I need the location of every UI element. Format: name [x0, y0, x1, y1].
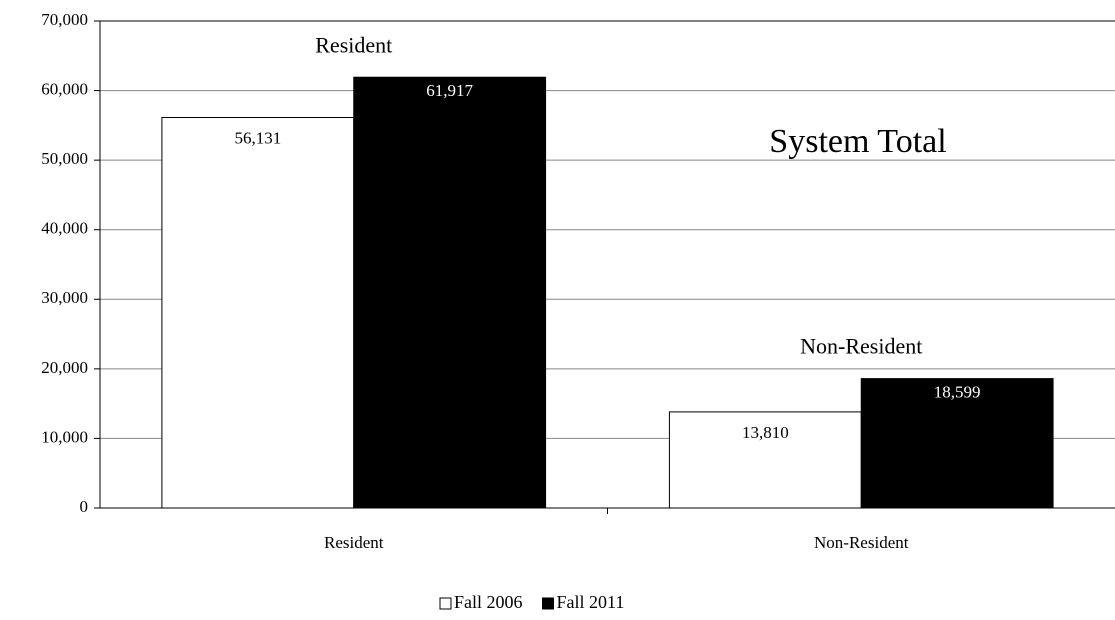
y-tick-label: 60,000 [41, 79, 88, 98]
y-tick-label: 70,000 [41, 10, 88, 29]
y-tick-label: 50,000 [41, 149, 88, 168]
value-label: 18,599 [934, 383, 981, 402]
y-tick-label: 0 [80, 497, 89, 516]
y-tick-label: 30,000 [41, 288, 88, 307]
value-label: 56,131 [234, 128, 281, 147]
system-total-label: System Total [769, 123, 946, 160]
bar [353, 76, 547, 509]
y-tick-label: 40,000 [41, 219, 88, 238]
bar [668, 411, 862, 509]
x-tick-label: Resident [324, 533, 384, 552]
group-label: Resident [315, 32, 392, 57]
value-label: 61,917 [426, 81, 473, 100]
y-tick-label: 20,000 [41, 358, 88, 377]
legend-label: Fall 2011 [557, 592, 625, 612]
bar [161, 116, 355, 509]
legend-swatch [542, 597, 555, 610]
x-tick-label: Non-Resident [814, 533, 909, 552]
value-label: 13,810 [742, 423, 789, 442]
y-tick-label: 10,000 [41, 427, 88, 446]
legend-label: Fall 2006 [454, 592, 523, 612]
legend-swatch [439, 597, 452, 610]
bar [860, 378, 1054, 509]
group-label: Non-Resident [800, 334, 922, 359]
